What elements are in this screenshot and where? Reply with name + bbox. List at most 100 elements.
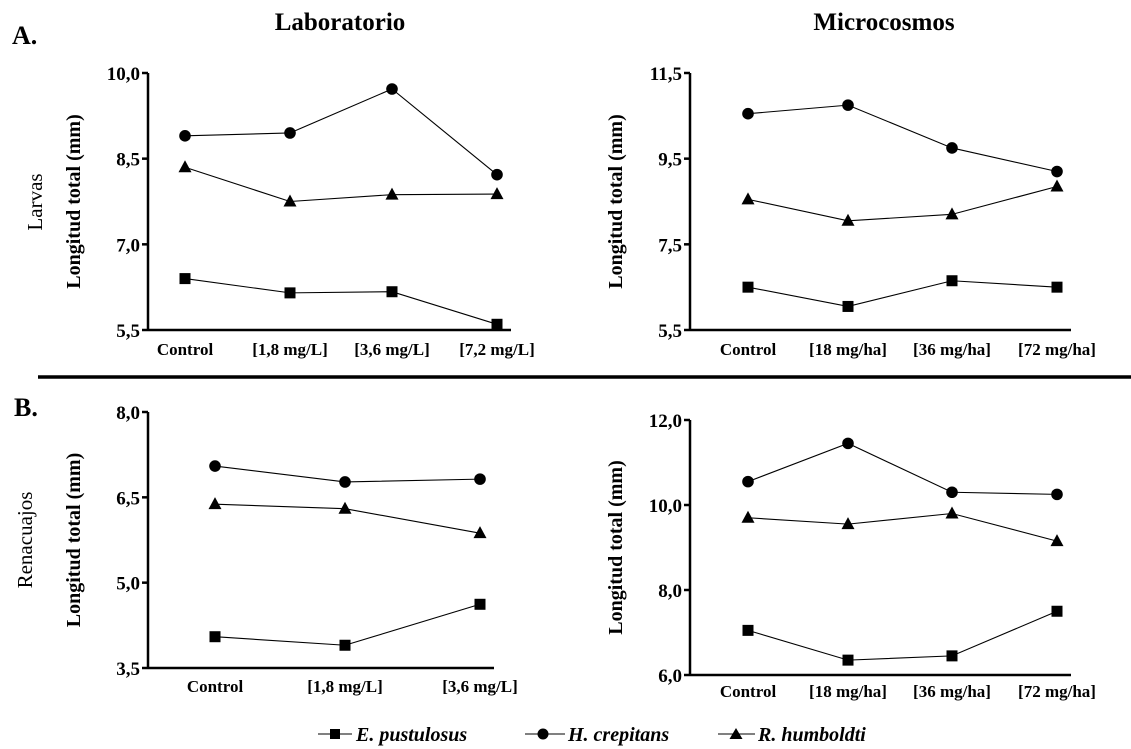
chart-larvas-laboratorio: 5,5 7,0 8,5 10,0 Control [1,8 mg/L] [3,6 mg/L]… xyxy=(63,64,535,359)
x-category-label: [36 mg/ha] xyxy=(913,340,991,359)
series-line xyxy=(747,610,1058,661)
triangle-data-point xyxy=(338,501,352,514)
x-category-label: [7,2 mg/L] xyxy=(459,340,535,359)
triangle-data-point xyxy=(473,526,487,539)
y-axis-title: Longitud total (mm) xyxy=(63,453,85,627)
x-category-label: [72 mg/ha] xyxy=(1018,340,1096,359)
series-line xyxy=(747,104,1058,173)
x-category-label: Control xyxy=(157,340,214,359)
panel-a-label: A. xyxy=(12,21,37,50)
circle-marker-icon xyxy=(537,728,549,740)
column-title-laboratorio: Laboratorio xyxy=(275,9,406,36)
series-line xyxy=(184,88,498,176)
triangle-data-point xyxy=(945,506,959,519)
triangle-data-point xyxy=(283,194,297,207)
x-category-label: [18 mg/ha] xyxy=(809,340,887,359)
triangle-data-point xyxy=(1050,534,1064,547)
circle-data-point xyxy=(474,473,486,485)
y-tick-label: 8,0 xyxy=(116,403,140,424)
legend-label: E. pustulosus xyxy=(355,724,467,746)
y-tick-label: 8,0 xyxy=(658,581,682,602)
chart-renacuajos-laboratorio: 3,5 5,0 6,5 8,0 Control [1,8 mg/L] [3,6 mg/L] L… xyxy=(63,403,518,696)
panel-b-label: B. xyxy=(14,393,38,422)
legend-item-e-pustulosus: E. pustulosus xyxy=(318,724,467,746)
x-category-label: [72 mg/ha] xyxy=(1018,682,1096,701)
x-category-label: [1,8 mg/L] xyxy=(252,340,328,359)
circle-data-point xyxy=(742,475,754,488)
circle-data-point xyxy=(386,83,398,95)
square-marker-icon xyxy=(330,729,340,739)
triangle-data-point xyxy=(385,187,399,200)
legend-label: R. humboldti xyxy=(757,724,866,746)
chart-larvas-microcosmos: 5,5 7,5 9,5 11,5 Control [18 mg/ha] [36 mg/ha]… xyxy=(605,64,1096,359)
row-label-renacuajos: Renacuajos xyxy=(13,492,37,589)
square-data-point xyxy=(474,598,486,610)
circle-data-point xyxy=(742,107,754,120)
x-category-label: [3,6 mg/L] xyxy=(442,677,518,696)
square-data-point xyxy=(1051,281,1063,293)
circle-data-point xyxy=(1051,165,1063,178)
y-tick-label: 6,5 xyxy=(116,488,140,509)
circle-data-point xyxy=(339,476,351,488)
y-tick-label: 6,0 xyxy=(658,666,682,687)
square-data-point xyxy=(842,300,854,312)
triangle-data-point xyxy=(741,510,755,523)
square-data-point xyxy=(946,275,958,287)
square-data-point xyxy=(491,318,503,330)
square-data-point xyxy=(842,654,854,666)
square-data-point xyxy=(1051,605,1063,617)
square-data-point xyxy=(179,273,191,285)
series-line xyxy=(184,166,498,203)
x-category-label: Control xyxy=(187,677,244,696)
column-title-microcosmos: Microcosmos xyxy=(813,9,954,36)
y-tick-label: 12,0 xyxy=(649,411,682,432)
circle-data-point xyxy=(842,437,854,450)
legend-label: H. crepitans xyxy=(567,724,669,746)
x-category-label: [36 mg/ha] xyxy=(913,682,991,701)
y-tick-label: 5,0 xyxy=(116,574,140,595)
circle-data-point xyxy=(179,130,191,142)
y-tick-label: 9,5 xyxy=(658,150,682,171)
x-category-label: [18 mg/ha] xyxy=(809,682,887,701)
x-category-label: Control xyxy=(720,340,777,359)
circle-data-point xyxy=(209,460,221,472)
square-data-point xyxy=(209,631,221,643)
circle-data-point xyxy=(946,486,958,499)
square-data-point xyxy=(742,281,754,293)
triangle-data-point xyxy=(208,497,222,510)
triangle-data-point xyxy=(741,192,755,205)
chart-renacuajos-microcosmos: 6,0 8,0 10,0 12,0 Control [18 mg/ha] [36 mg/ha… xyxy=(605,411,1096,701)
square-data-point xyxy=(386,286,398,298)
y-tick-label: 3,5 xyxy=(116,659,140,680)
circle-data-point xyxy=(946,142,958,154)
square-data-point xyxy=(284,287,296,299)
y-tick-label: 5,5 xyxy=(116,321,140,342)
legend-item-r-humboldti: R. humboldti xyxy=(718,724,866,746)
square-data-point xyxy=(339,639,351,651)
square-data-point xyxy=(946,650,958,662)
y-tick-label: 7,0 xyxy=(116,235,140,256)
row-label-larvas: Larvas xyxy=(23,173,47,230)
triangle-marker-icon xyxy=(729,728,743,739)
triangle-data-point xyxy=(841,213,855,226)
series-line xyxy=(184,278,498,325)
triangle-data-point xyxy=(945,207,959,220)
y-axis-title: Longitud total (mm) xyxy=(605,114,627,288)
legend-item-h-crepitans: H. crepitans xyxy=(525,724,669,746)
legend: E. pustulosus H. crepitans R. humboldti xyxy=(318,724,866,746)
square-data-point xyxy=(742,624,754,636)
x-category-label: [3,6 mg/L] xyxy=(354,340,430,359)
series-line xyxy=(747,185,1058,222)
x-category-label: Control xyxy=(720,682,777,701)
circle-data-point xyxy=(842,99,854,111)
y-tick-label: 7,5 xyxy=(658,235,682,256)
series-line xyxy=(214,603,481,646)
x-category-label: [1,8 mg/L] xyxy=(307,677,383,696)
circle-data-point xyxy=(1051,488,1063,501)
y-axis-title: Longitud total (mm) xyxy=(605,460,627,634)
triangle-data-point xyxy=(490,187,504,200)
y-tick-label: 5,5 xyxy=(658,321,682,342)
y-tick-label: 10,0 xyxy=(649,496,682,517)
y-tick-label: 11,5 xyxy=(650,64,682,85)
series-line xyxy=(747,442,1058,495)
